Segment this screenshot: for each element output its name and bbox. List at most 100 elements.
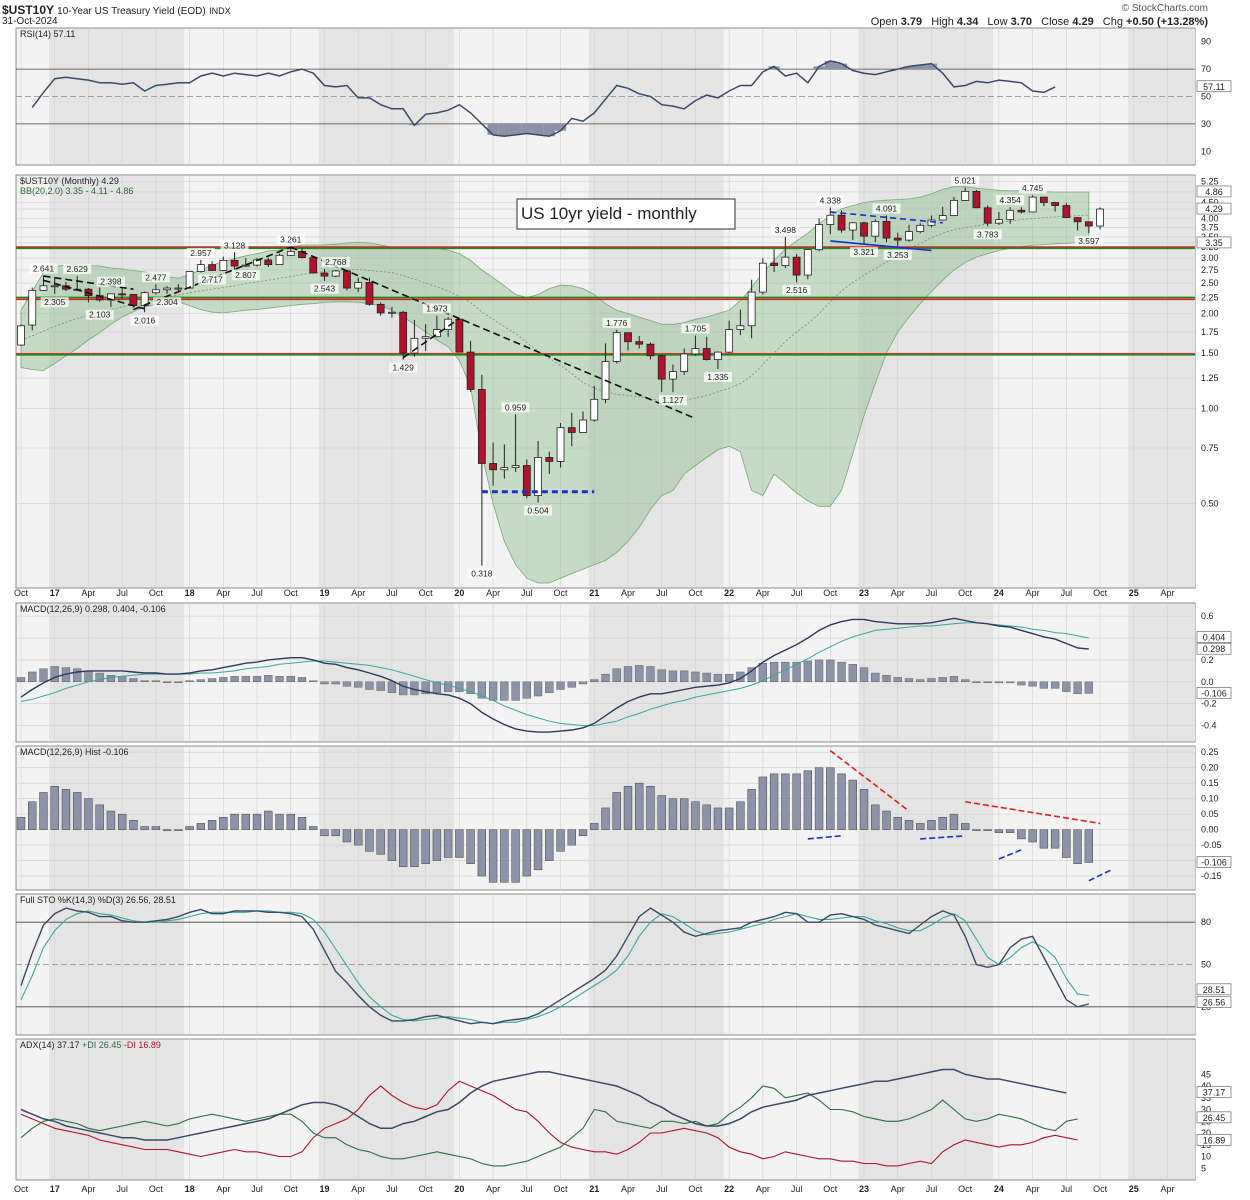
hist-bar bbox=[612, 792, 621, 830]
price-value-label: 2.641 bbox=[33, 264, 55, 274]
candle-body bbox=[938, 215, 947, 221]
candle-body bbox=[118, 293, 127, 296]
close-tag-box bbox=[1196, 202, 1232, 215]
sto-d-tag: 28.51 bbox=[1203, 985, 1226, 995]
x-tick-label: Oct bbox=[554, 588, 569, 598]
candle-body bbox=[714, 351, 722, 360]
candle-body bbox=[1039, 196, 1048, 203]
open-value: 3.79 bbox=[900, 16, 923, 28]
x-tick-label: Apr bbox=[351, 588, 365, 598]
minus-di-tag: 16.89 bbox=[1203, 1135, 1226, 1145]
watermark: © StockCharts.com bbox=[1121, 3, 1208, 14]
macd-hist-bar bbox=[174, 681, 183, 684]
candle-body bbox=[320, 272, 329, 277]
x-tick-label: Oct bbox=[823, 1184, 838, 1194]
y-tick-label: 3.75 bbox=[1201, 222, 1219, 232]
candle-body bbox=[275, 254, 284, 266]
candle-body bbox=[646, 343, 655, 357]
hist-bar bbox=[590, 823, 599, 830]
hist-bar bbox=[522, 829, 532, 877]
sto-legend: Full STO %K(14,3) %D(3) 26.56, 28.51 bbox=[20, 895, 176, 905]
candle-body bbox=[1006, 209, 1015, 221]
y-tick-label: 50 bbox=[1201, 92, 1211, 102]
price-value-label: 2.016 bbox=[134, 316, 156, 326]
price-value-label: 3.498 bbox=[775, 225, 797, 235]
x-tick-label: Apr bbox=[1161, 588, 1175, 598]
close-value: 4.29 bbox=[1072, 16, 1094, 28]
y-tick-label: 0.2 bbox=[1201, 655, 1214, 665]
low-label: Low bbox=[987, 16, 1008, 28]
candle-body bbox=[882, 221, 891, 239]
candle-body bbox=[174, 287, 183, 290]
candle-body bbox=[354, 282, 363, 289]
value-label-bg bbox=[96, 276, 125, 287]
year-shade bbox=[1128, 604, 1195, 741]
hist-bar bbox=[398, 829, 408, 868]
value-label-bg bbox=[883, 249, 912, 260]
exchange-label: INDX bbox=[209, 6, 231, 16]
macd-hist-bar bbox=[927, 678, 936, 683]
x-tick-label: Oct bbox=[554, 1184, 569, 1194]
price-value-label: 3.261 bbox=[280, 235, 302, 245]
candle-body bbox=[747, 291, 756, 327]
macd-hist-bar bbox=[567, 681, 576, 688]
x-tick-label: 19 bbox=[319, 1184, 329, 1194]
macd-hist-bar bbox=[466, 681, 475, 695]
sto-d-tag-box bbox=[1196, 983, 1232, 996]
price-value-label: 0.318 bbox=[471, 569, 493, 579]
macd-hist-bar bbox=[399, 681, 408, 696]
candle-body bbox=[545, 457, 554, 462]
hist-bar bbox=[286, 813, 295, 830]
hist-bar bbox=[859, 789, 869, 830]
x-tick-label: 21 bbox=[589, 1184, 599, 1194]
x-tick-label: Jul bbox=[791, 588, 803, 598]
plus-di-line bbox=[20, 1085, 1078, 1167]
macd-hist-bar bbox=[961, 679, 970, 683]
rsi-last-tag: 57.11 bbox=[1203, 82, 1225, 92]
macd-hist-bar bbox=[814, 659, 824, 683]
macd-hist-bar bbox=[747, 667, 756, 683]
value-label-bg bbox=[1018, 183, 1047, 194]
hist-bar bbox=[668, 798, 678, 830]
macd-hist-bar bbox=[882, 675, 891, 683]
chg-value: +0.50 (+13.28%) bbox=[1126, 16, 1208, 28]
candle-body bbox=[264, 259, 273, 266]
price-value-label: 4.354 bbox=[1000, 195, 1022, 205]
macd-hist-bar bbox=[477, 681, 486, 699]
candle-body bbox=[489, 463, 497, 471]
hist-bar bbox=[1017, 829, 1026, 840]
hist-bar bbox=[781, 773, 790, 830]
price-value-label: 3.597 bbox=[1078, 236, 1100, 246]
macd-hist-bar bbox=[309, 680, 318, 683]
x-tick-label: Oct bbox=[419, 588, 434, 598]
hist-bar bbox=[837, 773, 846, 830]
y-tick-label: 50 bbox=[1201, 960, 1211, 970]
candle-body bbox=[758, 262, 767, 293]
x-tick-label: Apr bbox=[621, 1184, 635, 1194]
price-value-label: 4.745 bbox=[1022, 183, 1044, 193]
y-tick-label: 0.0 bbox=[1201, 677, 1214, 687]
hist-bar bbox=[1039, 829, 1049, 849]
y-tick-label: 0.10 bbox=[1201, 794, 1219, 804]
hist-bar bbox=[1028, 829, 1037, 843]
adx-tag-box bbox=[1196, 1086, 1232, 1098]
macd-hist-bar bbox=[803, 660, 812, 683]
macd-hist-bar bbox=[500, 681, 509, 701]
hist-bar bbox=[1062, 829, 1071, 858]
high-value: 4.34 bbox=[956, 16, 979, 28]
trendline bbox=[402, 317, 460, 359]
macd-hist-bar bbox=[623, 666, 633, 683]
hist-bar bbox=[747, 789, 756, 830]
x-tick-label: Apr bbox=[756, 1184, 770, 1194]
x-tick-label: Jul bbox=[251, 1184, 263, 1194]
macd-hist-bar bbox=[713, 673, 723, 683]
candle-body bbox=[365, 282, 374, 305]
x-tick-label: Jul bbox=[926, 588, 938, 598]
value-label-bg bbox=[681, 323, 710, 334]
year-shade bbox=[318, 1040, 454, 1179]
year-shade bbox=[318, 604, 454, 741]
x-tick-label: Oct bbox=[419, 1184, 434, 1194]
candle-body bbox=[522, 465, 531, 496]
macd-hist-bar bbox=[455, 681, 464, 692]
hist-bar bbox=[769, 773, 779, 830]
